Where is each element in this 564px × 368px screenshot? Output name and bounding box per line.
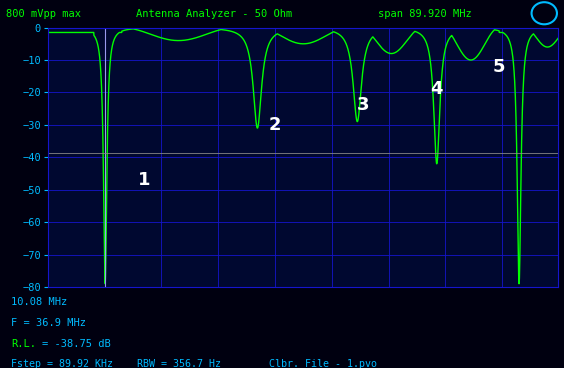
Text: 2: 2	[268, 116, 281, 134]
Text: R.L.: R.L.	[11, 339, 36, 349]
Text: Fstep = 89.92 KHz    RBW = 356.7 Hz        Clbr. File - 1.pvo: Fstep = 89.92 KHz RBW = 356.7 Hz Clbr. F…	[11, 359, 377, 368]
Text: 5: 5	[493, 57, 505, 75]
Text: Antenna Analyzer - 50 Ohm: Antenna Analyzer - 50 Ohm	[136, 9, 293, 19]
Text: F = 36.9 MHz: F = 36.9 MHz	[11, 318, 86, 328]
Text: = -38.75 dB: = -38.75 dB	[42, 339, 111, 349]
Text: 10.08 MHz: 10.08 MHz	[11, 297, 68, 307]
Text: span 89.920 MHz: span 89.920 MHz	[378, 9, 472, 19]
Text: 3: 3	[356, 96, 369, 114]
Text: 4: 4	[430, 80, 443, 98]
Text: 800 mVpp max: 800 mVpp max	[6, 9, 81, 19]
Text: 1: 1	[138, 171, 151, 189]
